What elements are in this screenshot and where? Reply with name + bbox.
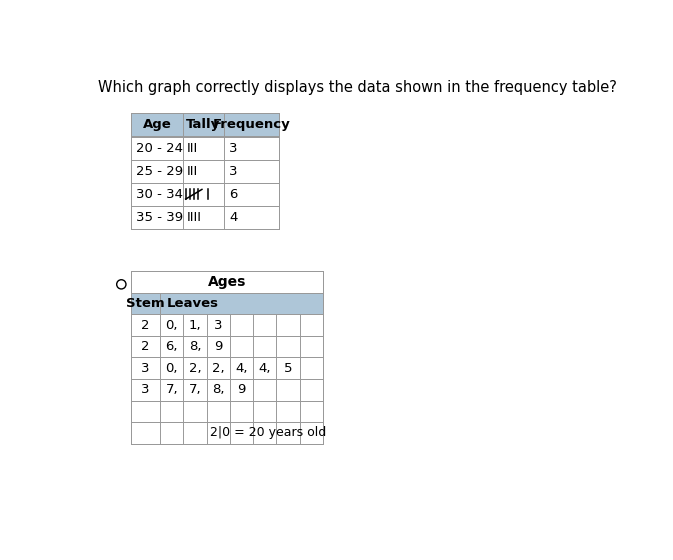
Bar (131, 400, 323, 422)
Text: 0,: 0, (166, 362, 178, 375)
Text: 6,: 6, (166, 340, 178, 353)
Text: Tally: Tally (186, 119, 221, 132)
Bar (131, 314, 323, 336)
Text: 2: 2 (141, 340, 149, 353)
Text: 3: 3 (141, 384, 149, 396)
Text: Which graph correctly displays the data shown in the frequency table?: Which graph correctly displays the data … (98, 80, 617, 95)
Text: 25 - 29: 25 - 29 (136, 165, 183, 178)
Text: III: III (186, 142, 198, 155)
Text: 4: 4 (229, 211, 238, 224)
Bar (131, 379, 323, 400)
Bar (131, 113, 279, 137)
Text: 3: 3 (141, 362, 149, 375)
Text: Leaves: Leaves (166, 297, 218, 310)
Text: 2: 2 (141, 319, 149, 332)
Text: 9: 9 (214, 340, 222, 353)
Text: Stem: Stem (126, 297, 165, 310)
Text: 35 - 39: 35 - 39 (136, 211, 183, 224)
Text: Ages: Ages (207, 275, 246, 289)
Bar (131, 422, 323, 444)
Bar (131, 206, 279, 229)
Bar (131, 336, 323, 357)
Text: 4,: 4, (235, 362, 248, 375)
Text: 5: 5 (284, 362, 292, 375)
Text: 6: 6 (229, 188, 238, 200)
Text: 3: 3 (214, 319, 223, 332)
Text: 3: 3 (229, 142, 238, 155)
Text: IIII: IIII (186, 211, 201, 224)
Text: 2|0 = 20 years old: 2|0 = 20 years old (210, 427, 326, 440)
Text: 8,: 8, (212, 384, 225, 396)
Bar (131, 160, 279, 183)
Bar (131, 357, 323, 379)
Text: 7,: 7, (166, 384, 178, 396)
Text: 3: 3 (229, 165, 238, 178)
Text: 4,: 4, (258, 362, 271, 375)
Text: 9: 9 (238, 384, 246, 396)
Text: Frequency: Frequency (213, 119, 291, 132)
Bar (131, 271, 323, 293)
Text: 7,: 7, (188, 384, 201, 396)
Bar (131, 137, 279, 160)
Text: Age: Age (143, 119, 172, 132)
Text: III: III (186, 165, 198, 178)
Bar (131, 183, 279, 206)
Text: 0,: 0, (166, 319, 178, 332)
Text: 8,: 8, (188, 340, 201, 353)
Text: 30 - 34: 30 - 34 (136, 188, 183, 200)
Text: 2,: 2, (188, 362, 201, 375)
Text: 1,: 1, (188, 319, 201, 332)
Text: 2,: 2, (212, 362, 225, 375)
Text: 20 - 24: 20 - 24 (136, 142, 183, 155)
Bar (131, 293, 323, 314)
